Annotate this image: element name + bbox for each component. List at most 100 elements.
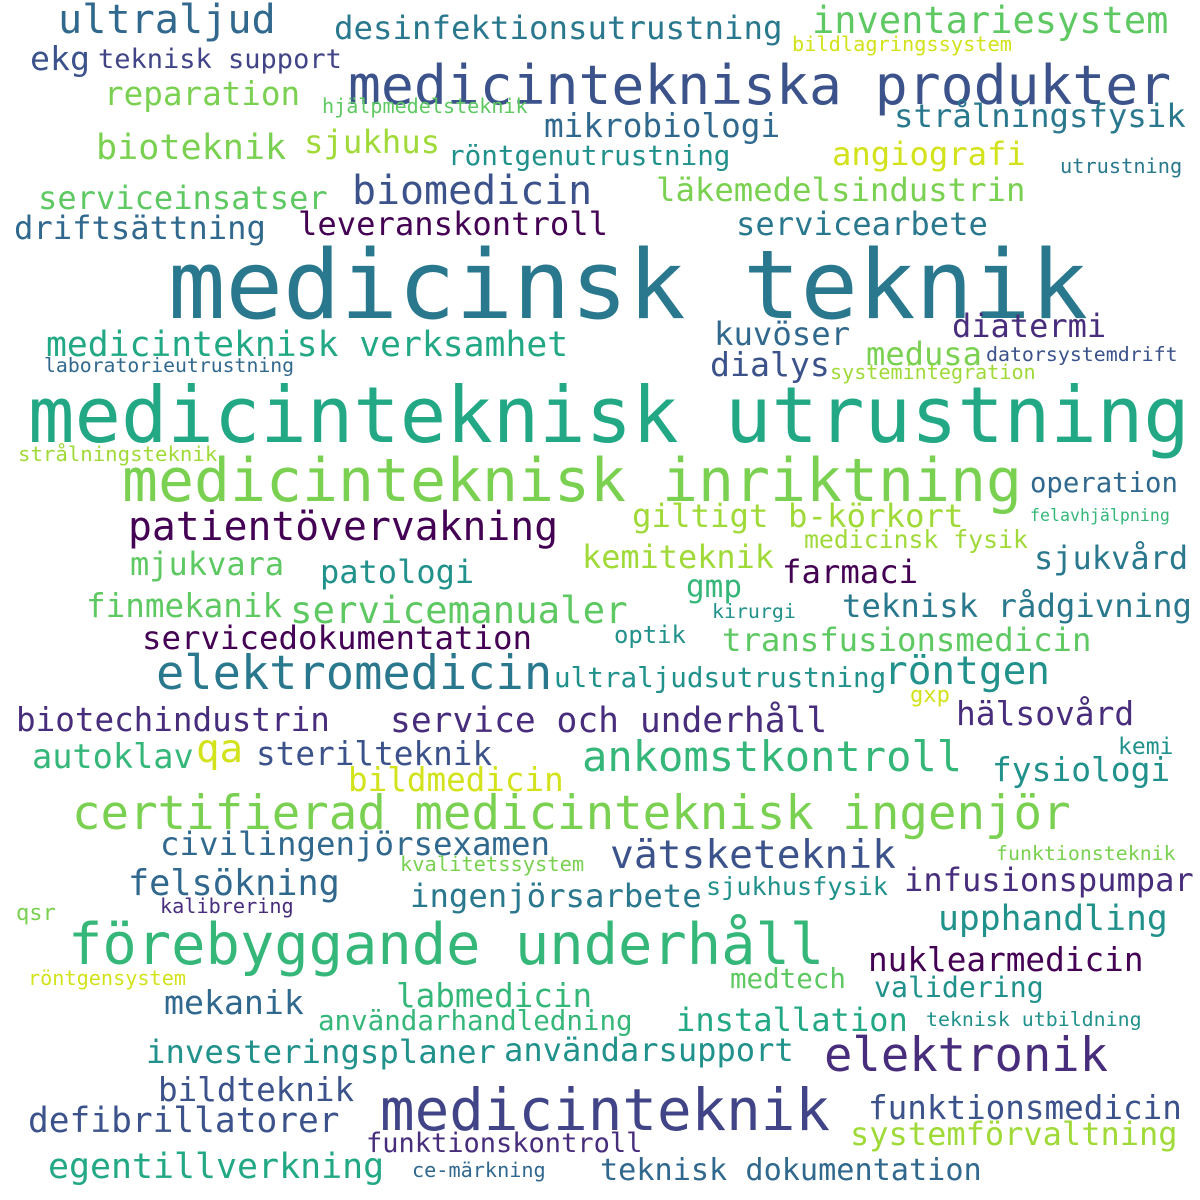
word-teknisk-radgivning: teknisk rådgivning — [842, 587, 1192, 625]
word-desinfektionsutrustning: desinfektionsutrustning — [334, 9, 783, 47]
word-halsovard: hälsovård — [956, 694, 1135, 733]
word-servicemanualer: servicemanualer — [290, 588, 628, 632]
word-funktionsteknik: funktionsteknik — [996, 842, 1176, 865]
word-fysiologi: fysiologi — [992, 750, 1171, 789]
word-teknisk-dokumentation: teknisk dokumentation — [600, 1153, 982, 1188]
word-bildteknik: bildteknik — [158, 1071, 355, 1109]
word-medusa: medusa — [866, 335, 982, 373]
word-ingenjorsarbete: ingenjörsarbete — [410, 877, 702, 915]
word-dialys: dialys — [710, 345, 830, 384]
word-kirurgi: kirurgi — [712, 600, 796, 623]
word-biomedicin: biomedicin — [352, 168, 593, 214]
word-rontgenutrustning: röntgenutrustning — [448, 139, 731, 172]
word-anvandarsupport: användarsupport — [504, 1031, 794, 1069]
word-medicinteknik: medicinteknik — [380, 1077, 831, 1144]
word-funktionskontroll: funktionskontroll — [366, 1128, 643, 1159]
word-angiografi: angiografi — [832, 135, 1026, 173]
word-finmekanik: finmekanik — [86, 587, 283, 625]
word-gxp: gxp — [910, 682, 950, 708]
word-systemforvaltning: systemförvaltning — [850, 1115, 1178, 1153]
word-lakemedelsindustrin: läkemedelsindustrin — [656, 171, 1026, 209]
word-sterilteknik: sterilteknik — [256, 735, 493, 773]
word-teknisk-utbildning: teknisk utbildning — [926, 1008, 1142, 1031]
word-qa: qa — [196, 727, 244, 772]
word-servicearbete: servicearbete — [736, 205, 988, 243]
word-qsr: qsr — [16, 900, 56, 926]
word-teknisk-support: teknisk support — [98, 44, 342, 75]
word-sjukhusfysik: sjukhusfysik — [706, 872, 888, 901]
word-investeringsplaner: investeringsplaner — [146, 1033, 496, 1071]
word-nuklearmedicin: nuklearmedicin — [868, 941, 1144, 979]
word-upphandling: upphandling — [938, 899, 1168, 939]
word-giltigt-b-korkort: giltigt b-körkort — [632, 497, 964, 535]
word-bildmedicin: bildmedicin — [348, 761, 564, 799]
word-driftsattning: driftsättning — [14, 209, 266, 247]
word-inventariesystem: inventariesystem — [812, 0, 1169, 42]
word-mekanik: mekanik — [164, 983, 304, 1022]
word-ankomstkontroll: ankomstkontroll — [582, 732, 963, 781]
word-kuvoser: kuvöser — [714, 315, 851, 353]
word-medicinteknisk-utrustning: medicinteknisk utrustning — [28, 371, 1190, 461]
word-mjukvara: mjukvara — [130, 545, 285, 583]
word-servicedokumentation: servicedokumentation — [142, 619, 533, 657]
word-laboratorieutrustning: laboratorieutrustning — [44, 354, 295, 377]
word-felsokning: felsökning — [128, 863, 340, 904]
word-certifierad-medicinteknisk-ingenjor: certifierad medicinteknisk ingenjör — [72, 786, 1071, 841]
word-autoklav: autoklav — [32, 737, 194, 776]
word-civilingenjorsexamen: civilingenjörsexamen — [160, 825, 551, 863]
word-patientovervakning: patientövervakning — [128, 504, 559, 550]
word-rontgensystem: röntgensystem — [28, 966, 187, 990]
word-hjalpmedelsteknik: hjälpmedelsteknik — [322, 94, 528, 118]
word-installation: installation — [676, 1001, 908, 1039]
word-kemiteknik: kemiteknik — [582, 538, 774, 576]
word-sjukvard: sjukvård — [1034, 539, 1189, 577]
word-infusionspumpar: infusionspumpar — [904, 861, 1194, 899]
word-leveranskontroll: leveranskontroll — [298, 205, 609, 243]
word-stralningsfysik: strålningsfysik — [894, 97, 1186, 135]
word-kvalitetssystem: kvalitetssystem — [400, 852, 585, 876]
word-reparation: reparation — [104, 75, 301, 113]
word-vatsketeknik: vätsketeknik — [610, 832, 896, 878]
word-patologi: patologi — [320, 553, 475, 591]
word-sjukhus: sjukhus — [304, 123, 441, 161]
word-medicintekniska-produkter: medicintekniska produkter — [348, 53, 1172, 117]
word-operation: operation — [1030, 468, 1178, 499]
word-systemintegration: systemintegration — [830, 360, 1036, 384]
word-anvandarhandledning: användarhandledning — [318, 1005, 633, 1037]
word-defibrillatorer: defibrillatorer — [28, 1101, 340, 1141]
word-forebyggande-underhall: förebyggande underhåll — [68, 912, 825, 978]
word-utrustning: utrustning — [1060, 154, 1183, 178]
word-elektronik: elektronik — [824, 1028, 1109, 1083]
word-gmp: gmp — [686, 569, 742, 605]
word-serviceinsatser: serviceinsatser — [38, 179, 328, 217]
word-ce-markning: ce-märkning — [412, 1158, 546, 1182]
word-medicinsk-fysik: medicinsk fysik — [804, 525, 1028, 554]
word-funktionsmedicin: funktionsmedicin — [868, 1089, 1182, 1127]
word-bioteknik: bioteknik — [96, 127, 287, 168]
word-validering: validering — [874, 971, 1044, 1004]
word-ekg: ekg — [30, 39, 90, 78]
word-elektromedicin: elektromedicin — [156, 646, 553, 701]
word-felavhjalpning: felavhjälpning — [1030, 506, 1170, 525]
word-farmaci: farmaci — [782, 553, 919, 591]
word-kalibrering: kalibrering — [160, 894, 294, 918]
word-transfusionsmedicin: transfusionsmedicin — [722, 621, 1092, 659]
word-diatermi: diatermi — [952, 307, 1107, 345]
word-medicinsk-teknik: medicinsk teknik — [168, 229, 1088, 341]
word-medicinteknisk-inriktning: medicinteknisk inriktning — [122, 446, 1023, 516]
word-medtech: medtech — [730, 963, 846, 995]
word-rontgen: röntgen — [884, 648, 1051, 694]
word-mikrobiologi: mikrobiologi — [544, 107, 781, 145]
word-bildlagringssystem: bildlagringssystem — [792, 32, 1012, 56]
word-stralningsteknik: strålningsteknik — [18, 442, 218, 466]
word-kemi: kemi — [1118, 734, 1174, 760]
word-biotechindustrin: biotechindustrin — [16, 701, 330, 739]
word-service-och-underhall: service och underhåll — [390, 701, 828, 741]
word-optik: optik — [614, 621, 686, 649]
word-ultraljud: ultraljud — [58, 0, 276, 43]
word-labmedicin: labmedicin — [396, 977, 593, 1015]
word-egentillverkning: egentillverkning — [48, 1147, 385, 1187]
word-medicinteknisk-verksamhet: medicinteknisk verksamhet — [46, 325, 569, 365]
word-datorsystemdrift: datorsystemdrift — [986, 343, 1178, 366]
